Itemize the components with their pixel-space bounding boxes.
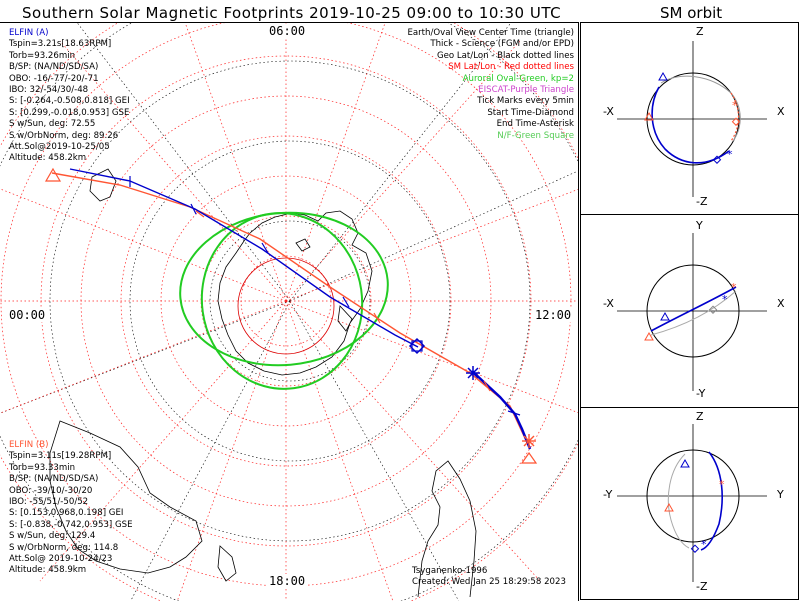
sm-panel-xz: * * Z -Z -X X: [580, 22, 799, 215]
elfin-a-end-asterisk: [466, 366, 480, 380]
sm-panel-xz-plot: * *: [617, 41, 767, 197]
elfin-b-line: S: [0.153,0.968,0.198] GEI: [9, 508, 124, 519]
sm-axis-label: Y: [777, 488, 784, 501]
elfin-a-line: S: [0.299,-0.018,0.953] GSE: [9, 107, 130, 118]
sm-panel-xy-plot: * *: [617, 233, 767, 391]
elfin-a-ticks: [129, 176, 521, 416]
auroral-oval: [179, 211, 389, 390]
elfin-b-line: S: [-0.838,-0.742,0.953] GSE: [9, 519, 133, 530]
svg-text:*: *: [727, 148, 733, 161]
elfin-a-line: Tspin=3.21s[18.63RPM]: [9, 39, 112, 50]
elfin-a-track: [69, 168, 419, 348]
sm-axis-label: -X: [603, 297, 614, 310]
elfin-b-line: Tspin=3.11s[19.28RPM]: [9, 451, 112, 462]
elfin-b-end-triangle: [520, 451, 538, 464]
elfin-a-title: ELFIN (A): [9, 28, 49, 38]
legend: Earth/Oval View Center Time (triangle) T…: [407, 28, 574, 142]
elfin-a-info: ELFIN (A) Tspin=3.21s[18.63RPM] Torb=93.…: [9, 28, 130, 165]
legend-item: N/F-Green Square: [497, 130, 574, 141]
polar-cap-circle: [237, 257, 335, 355]
plot-title: Southern Solar Magnetic Footprints 2019-…: [22, 4, 562, 22]
elfin-a-line: S w/OrbNorm, deg: 89.26: [9, 130, 119, 141]
elfin-a-line: S: [-0.264,-0.508,0.818] GEI: [9, 96, 130, 107]
sm-axis-label: X: [777, 105, 785, 118]
elfin-a-track-thick: [471, 370, 532, 450]
elfin-a-line: OBO: -16/-77/-20/-71: [9, 73, 99, 84]
sm-axis-label: X: [777, 297, 785, 310]
elfin-b-line: Torb=93.33min: [9, 462, 76, 473]
elfin-a-line: Att.Sol@2019-10-25/05: [9, 141, 110, 152]
elfin-a-line: Altitude: 458.2km: [9, 153, 87, 164]
elfin-b-title: ELFIN (B): [9, 440, 49, 450]
south-america-coastline: [417, 460, 477, 598]
svg-text:*: *: [732, 99, 738, 112]
elfin-b-triangle: [44, 167, 62, 182]
sm-axis-label: Z: [696, 410, 704, 423]
legend-item: SM Lat/Lon - Red dotted lines: [448, 62, 574, 73]
elfin-a-line: S w/Sun, deg: 72.55: [9, 119, 96, 130]
sm-axis-label: Y: [696, 219, 703, 232]
svg-text:*: *: [722, 293, 728, 306]
elfin-b-line: S w/Sun, deg: 129.4: [9, 531, 96, 542]
svg-text:*: *: [731, 281, 737, 294]
elfin-b-info: ELFIN (B) Tspin=3.11s[19.28RPM] Torb=93.…: [9, 440, 133, 577]
sm-axis-label: -Y: [696, 387, 706, 400]
australia-coastline: [49, 420, 237, 582]
elfin-b-line: OBO: -39/10/-30/20: [9, 485, 93, 496]
sm-orbit-title: SM orbit: [660, 4, 723, 22]
svg-text:*: *: [701, 538, 707, 551]
elfin-b-line: S w/OrbNorm, deg: 114.8: [9, 542, 119, 553]
credit-author: Tsyganenko-1996: [412, 566, 488, 576]
credit-created: Created: Wed Jan 25 18:29:58 2023: [412, 577, 566, 588]
clock-label-12: 12:00: [534, 308, 573, 322]
elfin-b-line: B/SP: (NA/ND/SD/SA): [9, 474, 99, 485]
sm-axis-label: Z: [696, 25, 704, 38]
elfin-a-start-diamond: [408, 337, 426, 355]
legend-item: Geo Lat/Lon - Black dotted lines: [436, 50, 574, 61]
sm-axis-label: -Z: [696, 195, 708, 208]
legend-item: Start Time-Diamond: [487, 107, 574, 118]
africa-coastline: [89, 168, 117, 202]
credits: Tsyganenko-1996 Created: Wed Jan 25 18:2…: [412, 566, 566, 589]
elfin-a-line: IBO: 32/-54/30/-48: [9, 84, 89, 95]
legend-item: Thick - Science (FGM and/or EPD): [430, 39, 574, 50]
legend-item: Tick Marks every 5min: [477, 96, 574, 107]
sm-axis-label: -X: [603, 105, 614, 118]
elfin-a-start-square: [411, 340, 423, 352]
sm-axis-label: -Z: [696, 580, 708, 593]
elfin-b-ticks: [195, 210, 491, 392]
elfin-b-line: Att.Sol@ 2019-10-24/23: [9, 553, 113, 564]
elfin-b-end-asterisk: [522, 434, 536, 448]
sm-axis-label: -Y: [603, 488, 613, 501]
sm-panel-yz-plot: * *: [617, 424, 767, 582]
sm-panel-yz: * * Z -Z -Y Y: [580, 407, 799, 600]
clock-label-00: 00:00: [8, 308, 47, 322]
sm-grid: [0, 23, 578, 601]
elfin-b-line: IBO: -55/51/-50/52: [9, 496, 89, 507]
elfin-a-line: B/SP: (NA/ND/SD/SA): [9, 62, 99, 73]
footprint-polar-map: [0, 22, 579, 601]
clock-label-18: 18:00: [268, 574, 307, 588]
elfin-a-line: Torb=93.26min: [9, 50, 76, 61]
clock-label-06: 06:00: [268, 24, 307, 38]
sm-panel-xy: * * Y -Y -X X: [580, 214, 799, 408]
legend-item: EISCAT-Purple Triangle: [478, 84, 574, 95]
legend-item: Auroral Oval-Green, kp=2: [462, 73, 574, 84]
elfin-b-line: Altitude: 458.9km: [9, 565, 87, 576]
svg-text:*: *: [719, 478, 725, 491]
antarctica-coastline: [217, 210, 373, 376]
legend-item: Earth/Oval View Center Time (triangle): [407, 28, 574, 38]
legend-item: End Time-Asterisk: [496, 119, 574, 130]
